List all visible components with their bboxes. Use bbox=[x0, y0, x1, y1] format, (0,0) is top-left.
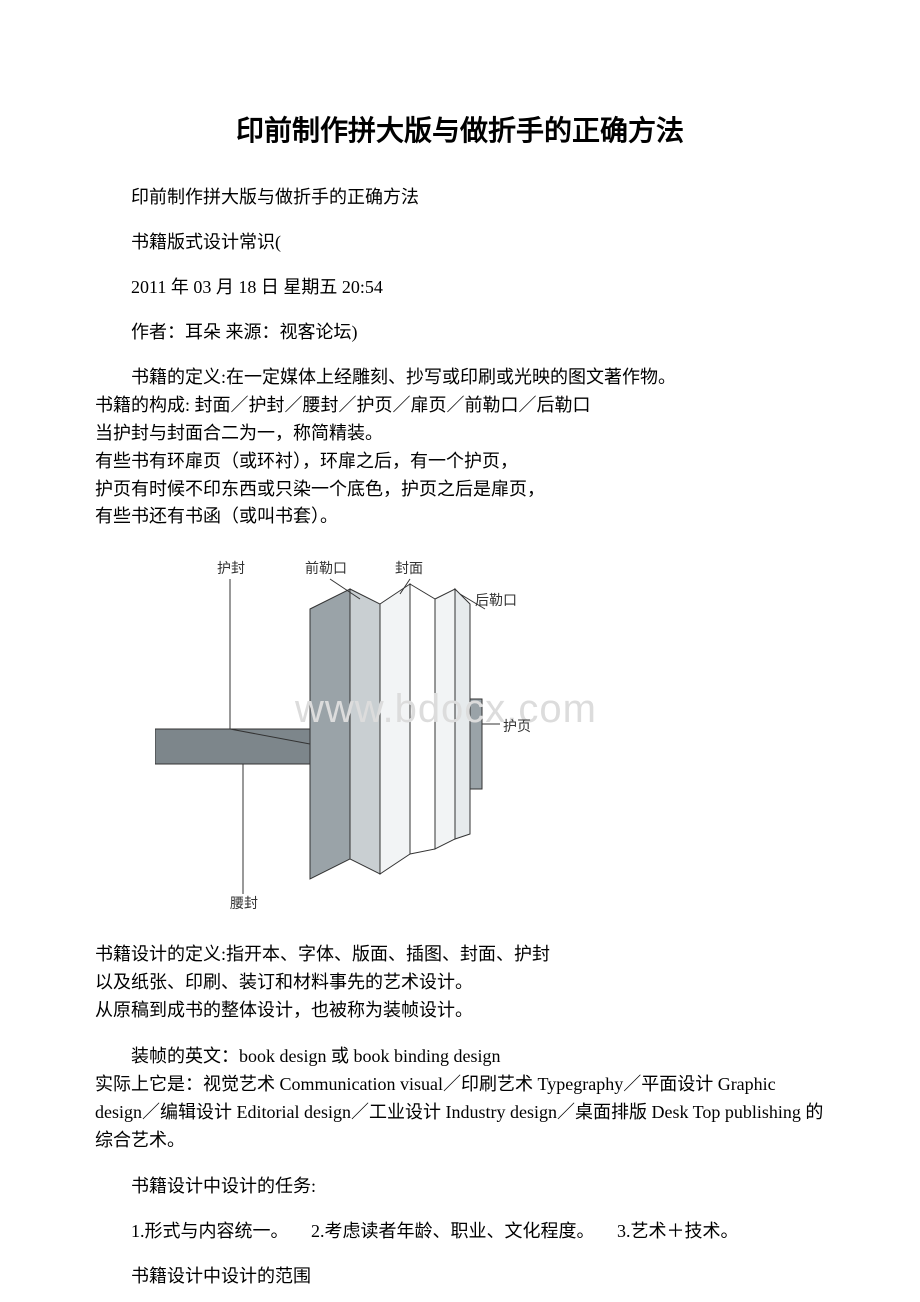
paragraph: 书籍设计中设计的范围 bbox=[95, 1263, 825, 1290]
text-line: 护页有时候不印东西或只染一个底色，护页之后是扉页， bbox=[95, 476, 825, 504]
text-line: 书籍的定义:在一定媒体上经雕刻、抄写或印刷或光映的图文著作物。 bbox=[95, 364, 825, 392]
text-line: 当护封与封面合二为一，称简精装。 bbox=[95, 420, 825, 448]
diagram-label-qianlekou: 前勒口 bbox=[305, 559, 347, 580]
text-line: 实际上它是：视觉艺术 Communication visual／印刷艺术 Typ… bbox=[95, 1071, 825, 1155]
page-shape bbox=[380, 584, 410, 874]
waist-band-shape bbox=[155, 729, 330, 764]
page-title: 印前制作拼大版与做折手的正确方法 bbox=[95, 110, 825, 152]
page-shape bbox=[435, 589, 455, 849]
text-line: 有些书有环扉页（或环衬），环扉之后，有一个护页， bbox=[95, 448, 825, 476]
text-line: 装帧的英文：book design 或 book binding design bbox=[95, 1043, 825, 1071]
paragraph: 印前制作拼大版与做折手的正确方法 bbox=[95, 184, 825, 211]
text-block: 书籍设计的定义:指开本、字体、版面、插图、封面、护封 以及纸张、印刷、装订和材料… bbox=[95, 941, 825, 1025]
paragraph: 作者：耳朵 来源：视客论坛) bbox=[95, 319, 825, 346]
diagram-container: www.bdocx.com 护封 前勒口 封面 后勒口 护页 腰封 bbox=[95, 549, 825, 919]
paragraph: 书籍设计中设计的任务: bbox=[95, 1173, 825, 1200]
paragraph: 2011 年 03 月 18 日 星期五 20:54 bbox=[95, 274, 825, 301]
text-line: 书籍的构成: 封面／护封／腰封／护页／扉页／前勒口／后勒口 bbox=[95, 392, 825, 420]
spine-shape bbox=[350, 589, 380, 874]
text-line: 书籍设计的定义:指开本、字体、版面、插图、封面、护封 bbox=[95, 941, 825, 969]
paragraph: 书籍版式设计常识( bbox=[95, 229, 825, 256]
diagram-label-houlekou: 后勒口 bbox=[475, 591, 517, 612]
page-shape bbox=[410, 584, 435, 854]
book-structure-diagram: www.bdocx.com 护封 前勒口 封面 后勒口 护页 腰封 bbox=[155, 549, 665, 919]
text-line: 有些书还有书函（或叫书套）。 bbox=[95, 503, 825, 531]
paragraph: 1.形式与内容统一。 2.考虑读者年龄、职业、文化程度。 3.艺术＋技术。 bbox=[95, 1218, 825, 1245]
text-line: 从原稿到成书的整体设计，也被称为装帧设计。 bbox=[95, 997, 825, 1025]
diagram-label-hufeng: 护封 bbox=[217, 559, 245, 580]
text-block: 书籍的定义:在一定媒体上经雕刻、抄写或印刷或光映的图文著作物。 书籍的构成: 封… bbox=[95, 364, 825, 531]
cover-back-shape bbox=[310, 589, 350, 879]
text-line: 以及纸张、印刷、装订和材料事先的艺术设计。 bbox=[95, 969, 825, 997]
text-block: 装帧的英文：book design 或 book binding design … bbox=[95, 1043, 825, 1155]
diagram-label-huye: 护页 bbox=[503, 717, 531, 738]
huye-tab-shape bbox=[470, 699, 482, 789]
diagram-label-fengmian: 封面 bbox=[395, 559, 423, 580]
book-svg bbox=[155, 549, 665, 919]
page-shape bbox=[455, 589, 470, 839]
diagram-label-yaofeng: 腰封 bbox=[230, 894, 258, 915]
